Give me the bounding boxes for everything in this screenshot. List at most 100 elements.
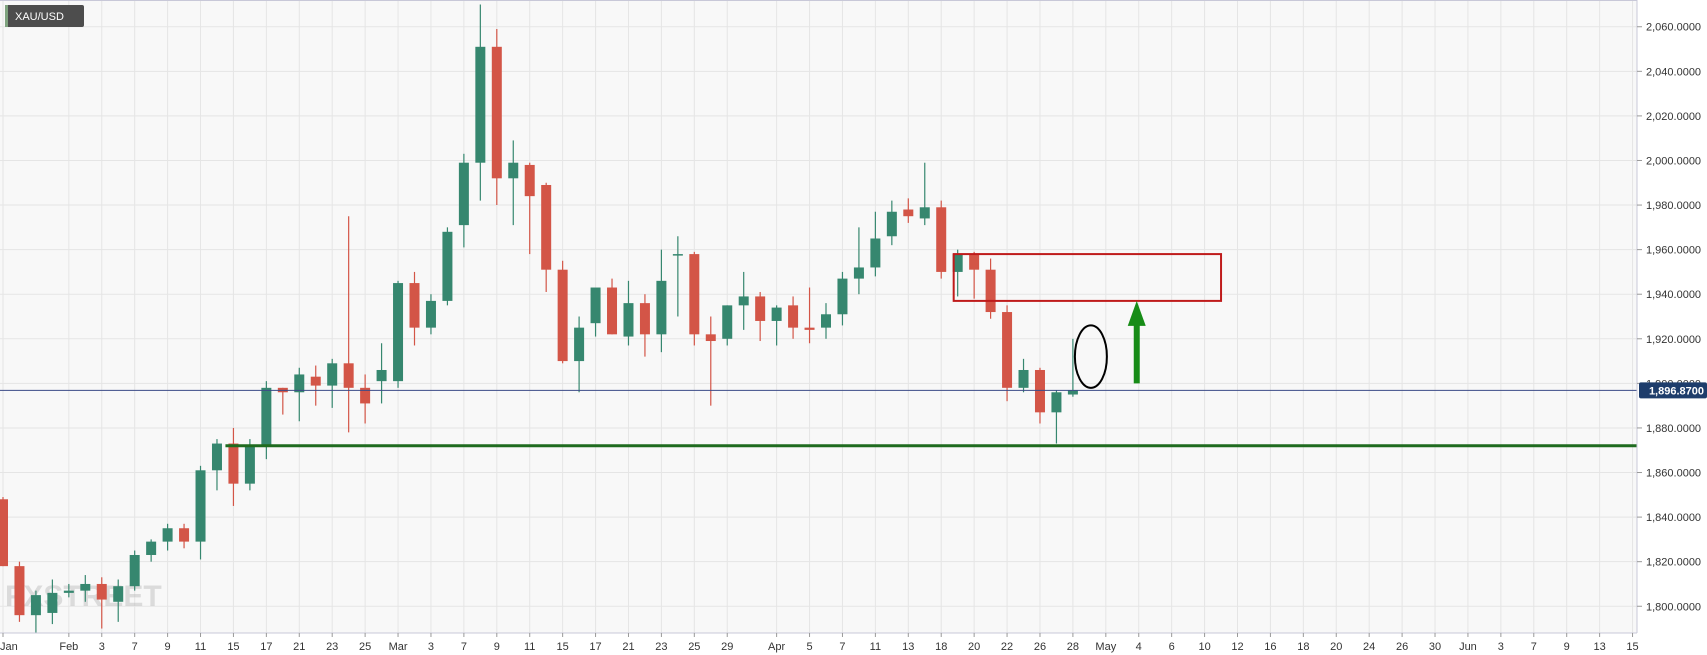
x-tick-label: 21 [293,641,305,653]
x-tick-label: 25 [688,641,700,653]
candle-body [969,254,980,270]
candle-body [738,296,749,306]
x-tick-label: 9 [494,641,500,653]
right-axis-panel [1637,0,1707,633]
candle-body [475,46,486,163]
x-tick-label: 26 [1396,641,1408,653]
candle-body [722,305,733,339]
x-tick-label: 26 [1034,641,1046,653]
candle-body [195,470,206,542]
x-tick-label: Jun [1459,641,1477,653]
symbol-badge-accent [5,5,8,27]
symbol-label: XAU/USD [15,11,64,23]
x-tick-label: 7 [461,641,467,653]
x-tick-label: 22 [1001,641,1013,653]
y-tick-label: 1,840.0000 [1646,512,1701,524]
x-tick-label: 11 [870,641,881,653]
x-axis: Jan Feb 3 7 9 11 15 17 21 23 25 Mar 3 7 9 11 15 17 21 23 25 2… [0,633,1639,653]
x-tick-label: 28 [1067,641,1079,653]
candle-body [508,162,519,179]
symbol-badge-background [5,5,84,27]
candle-body [672,254,683,256]
candle-body [30,595,41,616]
x-tick-label: 7 [1531,641,1537,653]
y-tick-label: 1,820.0000 [1646,557,1701,569]
candle-body [804,327,815,330]
y-tick-label: 2,040.0000 [1646,66,1701,78]
x-tick-label: 11 [195,641,206,653]
wick-highlight-ellipse [1073,324,1108,389]
candle-body [96,583,107,600]
y-tick-label: 1,860.0000 [1646,468,1701,480]
candle-body [524,164,535,197]
candle-body [985,269,996,313]
symbol-badge[interactable]: XAU/USD [5,5,84,27]
x-tick-label: 18 [1297,641,1309,653]
price-tag-label: 1,896.8700 [1649,385,1704,397]
candle-body [689,254,700,335]
x-tick-label: 9 [1564,641,1570,653]
candle-body [409,283,420,328]
candle-body [425,300,436,328]
candle-body [919,207,930,219]
candle-body [623,303,634,337]
x-tick-label: 23 [326,641,338,653]
candle-body [1067,390,1078,395]
candle-body [788,305,799,328]
candle-body [870,238,881,268]
candle-body [590,287,601,324]
candle-body [146,541,157,555]
candle-body [63,590,74,593]
x-tick-label: 20 [1330,641,1342,653]
candle-body [903,209,914,217]
x-tick-label: 3 [428,641,434,653]
up-arrow-annotation [1127,300,1146,384]
x-tick-label: 3 [1498,641,1504,653]
arrow-head [1127,300,1146,326]
candle-body [1018,369,1029,388]
x-tick-label: 6 [1169,641,1175,653]
candle-body [228,443,239,484]
candle-body [853,267,864,279]
candle-body [327,363,338,386]
x-tick-label: 3 [99,641,105,653]
candle-body [261,387,272,446]
x-tick-label: 30 [1429,641,1441,653]
candle-body [656,280,667,335]
grid-lines [0,0,1637,633]
candle-body [557,269,568,362]
candle-body [294,374,305,393]
candle-body [821,314,831,328]
y-tick-label: 1,960.0000 [1646,245,1701,257]
candle-body [574,327,585,362]
candle-body [1002,312,1013,388]
x-tick-label: 29 [721,641,733,653]
x-tick-label: 9 [165,641,171,653]
resistance-zone-box [952,253,1223,302]
plot-background [0,0,1637,633]
x-tick-label: May [1095,641,1116,653]
candle-body [80,583,91,591]
x-tick-label: 17 [260,641,272,653]
x-tick-label: 13 [902,641,914,653]
top-border [0,0,1637,1]
x-tick-label: Feb [59,641,78,653]
candle-body [705,334,716,342]
candle-body [14,566,25,616]
arrow-shaft [1133,324,1140,384]
candle-body [0,499,8,567]
candle-body [129,554,140,587]
candlestick-series [0,4,1078,633]
x-tick-label: 7 [839,641,845,653]
candle-body [1034,369,1045,413]
y-tick-label: 1,920.0000 [1646,334,1701,346]
x-tick-label: 11 [524,641,535,653]
x-tick-label: 23 [655,641,667,653]
x-tick-label: 16 [1264,641,1276,653]
candle-body [1051,392,1062,413]
x-tick-label: 15 [227,641,239,653]
candle-body [376,369,387,382]
candle-body [360,387,371,404]
y-tick-label: 1,800.0000 [1646,601,1701,613]
